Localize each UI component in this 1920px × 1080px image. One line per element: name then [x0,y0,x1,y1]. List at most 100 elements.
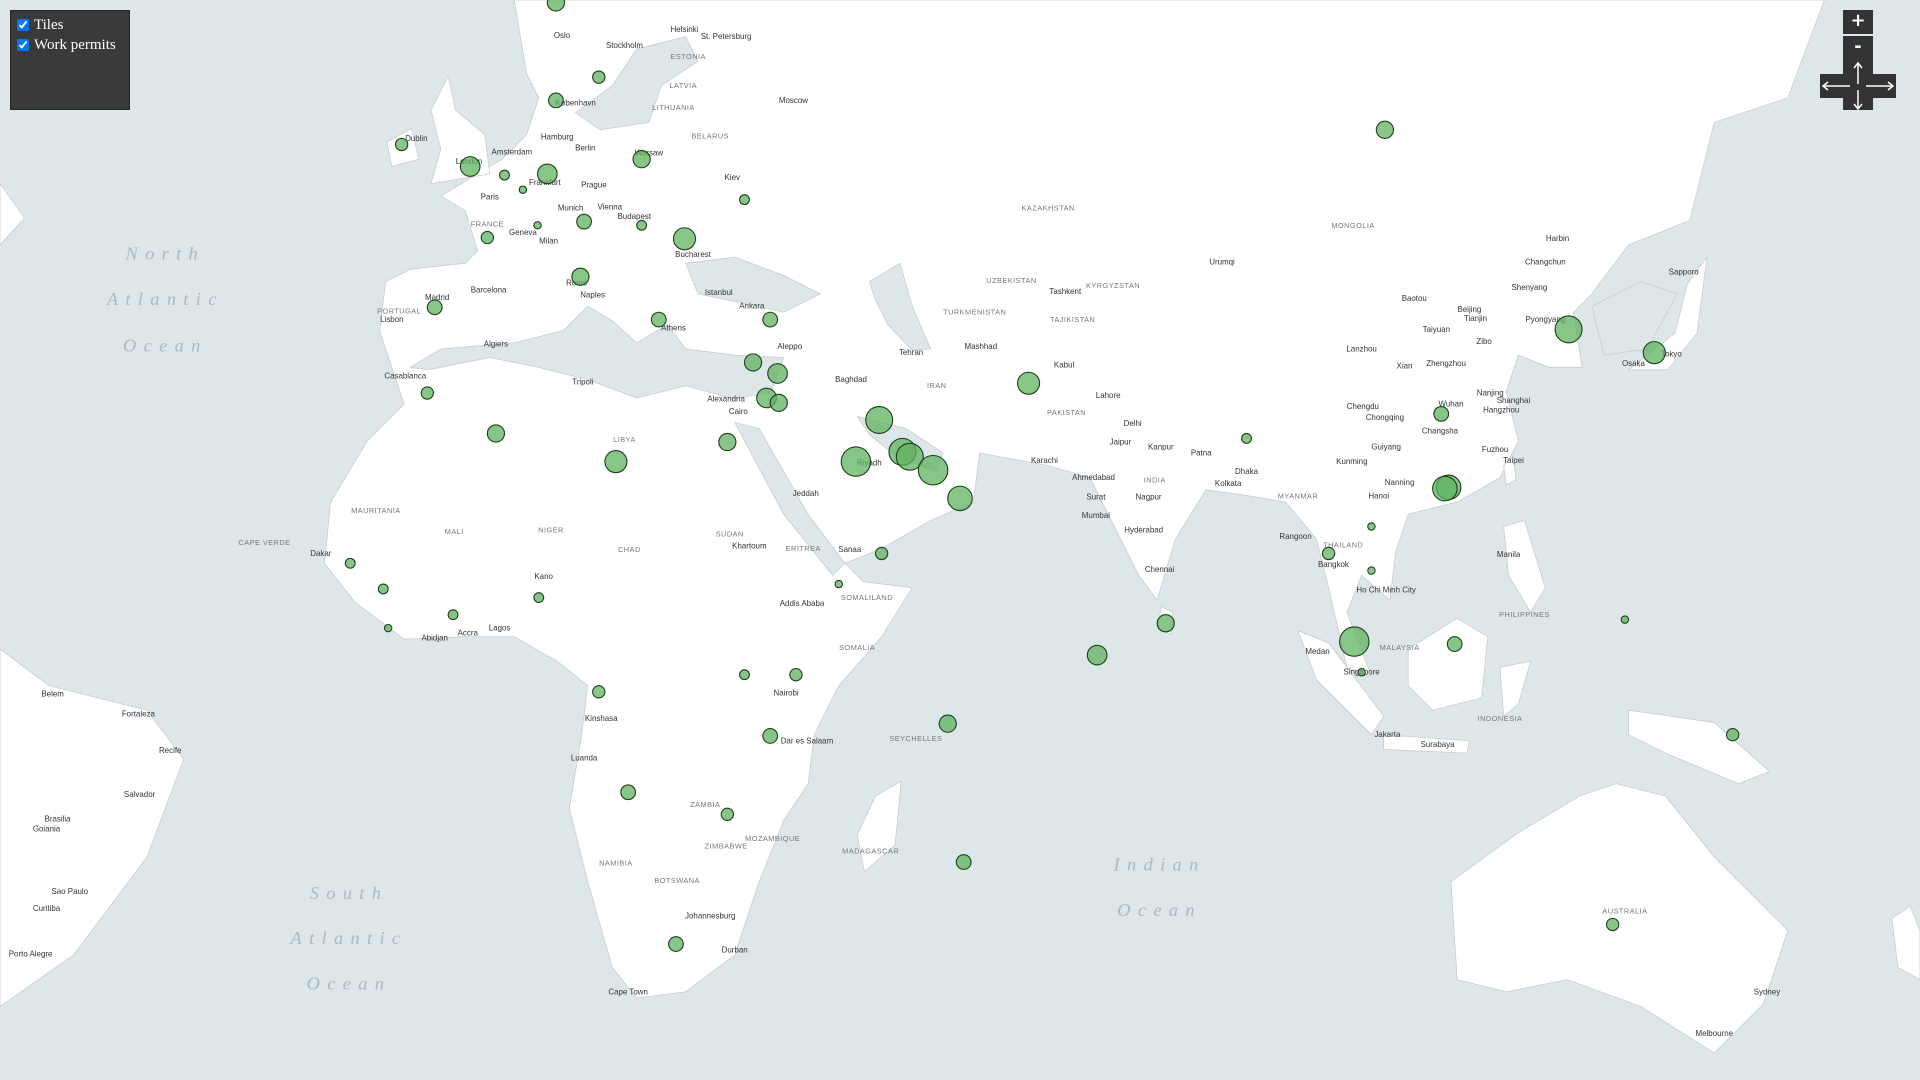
city-label: Sapporo [1669,267,1700,276]
work-permit-circle [1367,566,1376,575]
city-label: Delhi [1124,419,1142,428]
city-label: Sanaa [838,545,862,554]
city-label: Athens [661,324,686,333]
city-label: Patna [1191,449,1212,458]
city-label: Dakar [310,549,332,558]
work-permit-circle [604,450,628,474]
work-permit-circle [672,227,697,251]
country-label: PAKISTAN [1047,408,1086,417]
work-permit-circle [1086,644,1108,666]
great-britain [430,74,491,185]
city-label: Curitiba [33,904,61,913]
work-permit-circle [636,219,648,231]
work-permit-circle [1605,917,1620,932]
city-label: Stockholm [606,41,643,50]
work-permit-circle [762,728,779,744]
city-label: Lanzhou [1346,344,1376,353]
pan-control[interactable] [1820,60,1896,110]
work-permit-circle [344,557,356,569]
country-label: LATVIA [669,81,697,90]
work-permit-circle [947,485,973,512]
work-permit-circle [592,685,606,699]
work-permit-circle [739,194,750,206]
city-label: Rangoon [1279,532,1311,541]
ocean-label: Ocean [307,973,392,993]
work-permit-circle [955,854,972,870]
layer-option[interactable]: Tiles [17,15,123,35]
city-label: Harbin [1546,234,1569,243]
city-label: Mashhad [964,342,997,351]
city-label: Ankara [739,302,765,311]
work-permit-circle [834,579,843,589]
city-label: Surabaya [1421,740,1456,749]
city-label: København [555,98,596,107]
city-label: Ahmedabad [1072,473,1115,482]
work-permit-circle [650,311,667,328]
city-label: Changchun [1525,257,1566,266]
baltic-sea [574,36,699,131]
country-label: AUSTRALIA [1602,906,1647,915]
ocean-label: Atlantic [290,928,408,948]
city-label: Munich [558,204,584,213]
work-permit-circle [459,156,481,177]
work-permit-circle [480,230,495,245]
city-label: Oslo [554,31,571,40]
city-label: Kabul [1054,360,1075,369]
red-sea [733,421,846,577]
city-label: Tripoli [572,377,594,386]
zoom-in[interactable]: + [1843,10,1873,34]
work-permit-circle [620,784,637,801]
city-label: Jaipur [1110,437,1132,446]
city-label: Aleppo [777,342,802,351]
work-permit-circle [499,169,510,181]
city-label: Dublin [405,134,428,143]
city-label: Amsterdam [492,147,533,156]
city-label: Baghdad [835,375,867,384]
country-label: FRANCE [471,220,504,229]
black-sea [685,256,822,313]
work-permit-circle [769,393,788,412]
city-label: Kinshasa [585,714,618,723]
country-label: SUDAN [716,529,744,538]
work-permit-circle [895,442,924,471]
city-label: Kanpur [1148,442,1174,451]
city-label: Dhaka [1235,467,1259,476]
work-permit-circle [840,446,872,477]
work-permit-circle [739,669,750,681]
city-label: Kolkata [1215,479,1242,488]
new-zealand [1891,905,1920,981]
ocean-label: North [125,244,206,264]
work-permit-circle [571,267,590,286]
city-label: Nagpur [1136,493,1162,502]
philippines [1503,519,1546,613]
country-label: PORTUGAL [377,306,421,315]
work-permit-circle [548,92,564,109]
city-label: Beijing [1457,305,1481,314]
city-label: Tianjin [1464,314,1487,323]
work-permit-circle [1375,120,1395,139]
madagascar [856,780,902,873]
country-label: KYRGYZSTAN [1086,281,1140,290]
layer-option[interactable]: Work permits [17,35,123,55]
checkbox[interactable] [17,39,29,51]
zoom-out[interactable]: - [1843,36,1873,60]
borneo [1407,617,1489,711]
work-permit-circle [1620,615,1630,624]
city-label: St. Petersburg [701,32,752,41]
checkbox[interactable] [17,19,29,31]
work-permit-circle [518,185,528,195]
country-label: ZAMBIA [690,800,720,809]
country-label: MONGOLIA [1331,221,1374,230]
country-label: MADAGASCAR [842,846,899,855]
north-america [0,183,25,246]
city-label: Kiev [725,173,740,182]
city-label: Vienna [598,202,623,211]
country-label: ESTONIA [670,52,705,61]
city-label: Tashkent [1049,287,1082,296]
city-label: Taiyuan [1423,325,1450,334]
city-label: Algiers [484,340,508,349]
country-label: BELARUS [691,131,729,140]
city-label: Warsaw [635,149,664,158]
